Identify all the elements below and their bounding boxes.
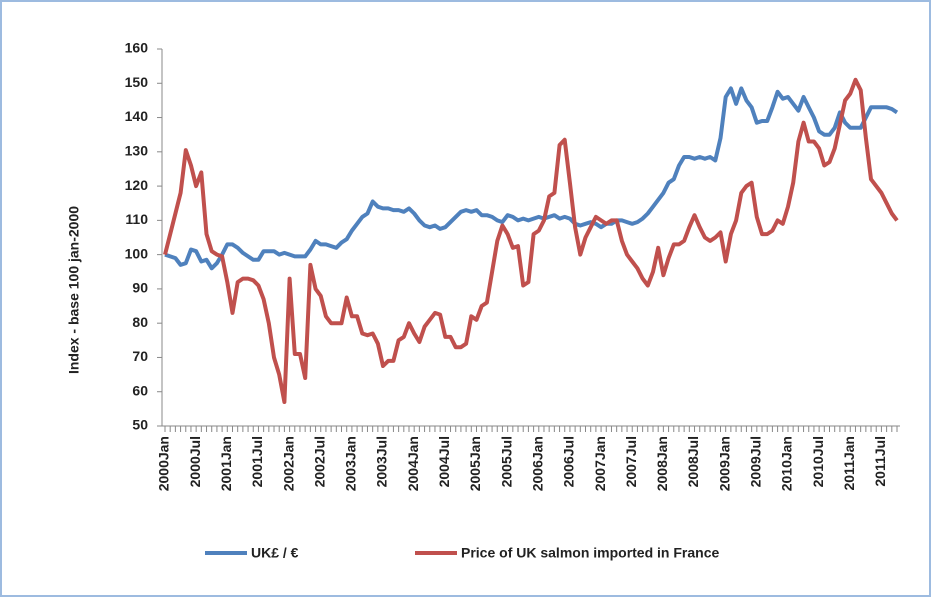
x-tick-label: 2007Jul <box>623 436 639 487</box>
x-tick-label: 2010Jan <box>779 436 795 491</box>
y-tick-label: 70 <box>132 348 148 364</box>
y-tick-label: 140 <box>125 108 149 124</box>
x-tick-label: 2001Jul <box>249 436 265 487</box>
y-tick-label: 80 <box>132 314 148 330</box>
x-tick-label: 2005Jan <box>467 436 483 491</box>
x-tick-label: 2005Jul <box>498 436 514 487</box>
y-tick-label: 60 <box>132 382 148 398</box>
y-tick-label: 160 <box>125 40 149 56</box>
y-axis-title: Index - base 100 jan-2000 <box>66 206 82 374</box>
x-tick-label: 2004Jan <box>405 436 421 491</box>
x-tick-label: 2009Jan <box>716 436 732 491</box>
x-tick-label: 2002Jan <box>280 436 296 491</box>
x-tick-label: 2001Jan <box>218 436 234 491</box>
legend-label: Price of UK salmon imported in France <box>461 545 719 561</box>
y-tick-label: 90 <box>132 280 148 296</box>
x-tick-label: 2003Jul <box>374 436 390 487</box>
series-line <box>164 86 899 271</box>
series-line <box>163 77 899 404</box>
legend-label: UK£ / € <box>251 545 299 561</box>
y-tick-label: 150 <box>125 74 149 90</box>
x-tick-label: 2006Jan <box>529 436 545 491</box>
y-tick-label: 50 <box>132 417 148 433</box>
x-tick-label: 2002Jul <box>311 436 327 487</box>
x-tick-label: 2009Jul <box>748 436 764 487</box>
y-tick-label: 120 <box>125 177 149 193</box>
x-tick-label: 2007Jan <box>592 436 608 491</box>
y-tick-label: 110 <box>125 211 148 227</box>
x-tick-label: 2011Jul <box>872 436 888 487</box>
y-tick-label: 100 <box>125 245 149 261</box>
x-tick-label: 2000Jul <box>187 436 203 487</box>
x-tick-label: 2008Jul <box>685 436 701 487</box>
y-tick-label: 130 <box>125 143 149 159</box>
x-tick-label: 2003Jan <box>343 436 359 491</box>
x-tick-label: 2011Jan <box>841 436 857 491</box>
x-tick-label: 2006Jul <box>561 436 577 487</box>
x-tick-label: 2004Jul <box>436 436 452 487</box>
x-tick-label: 2000Jan <box>156 436 172 491</box>
x-tick-label: 2010Jul <box>810 436 826 487</box>
x-tick-label: 2008Jan <box>654 436 670 491</box>
